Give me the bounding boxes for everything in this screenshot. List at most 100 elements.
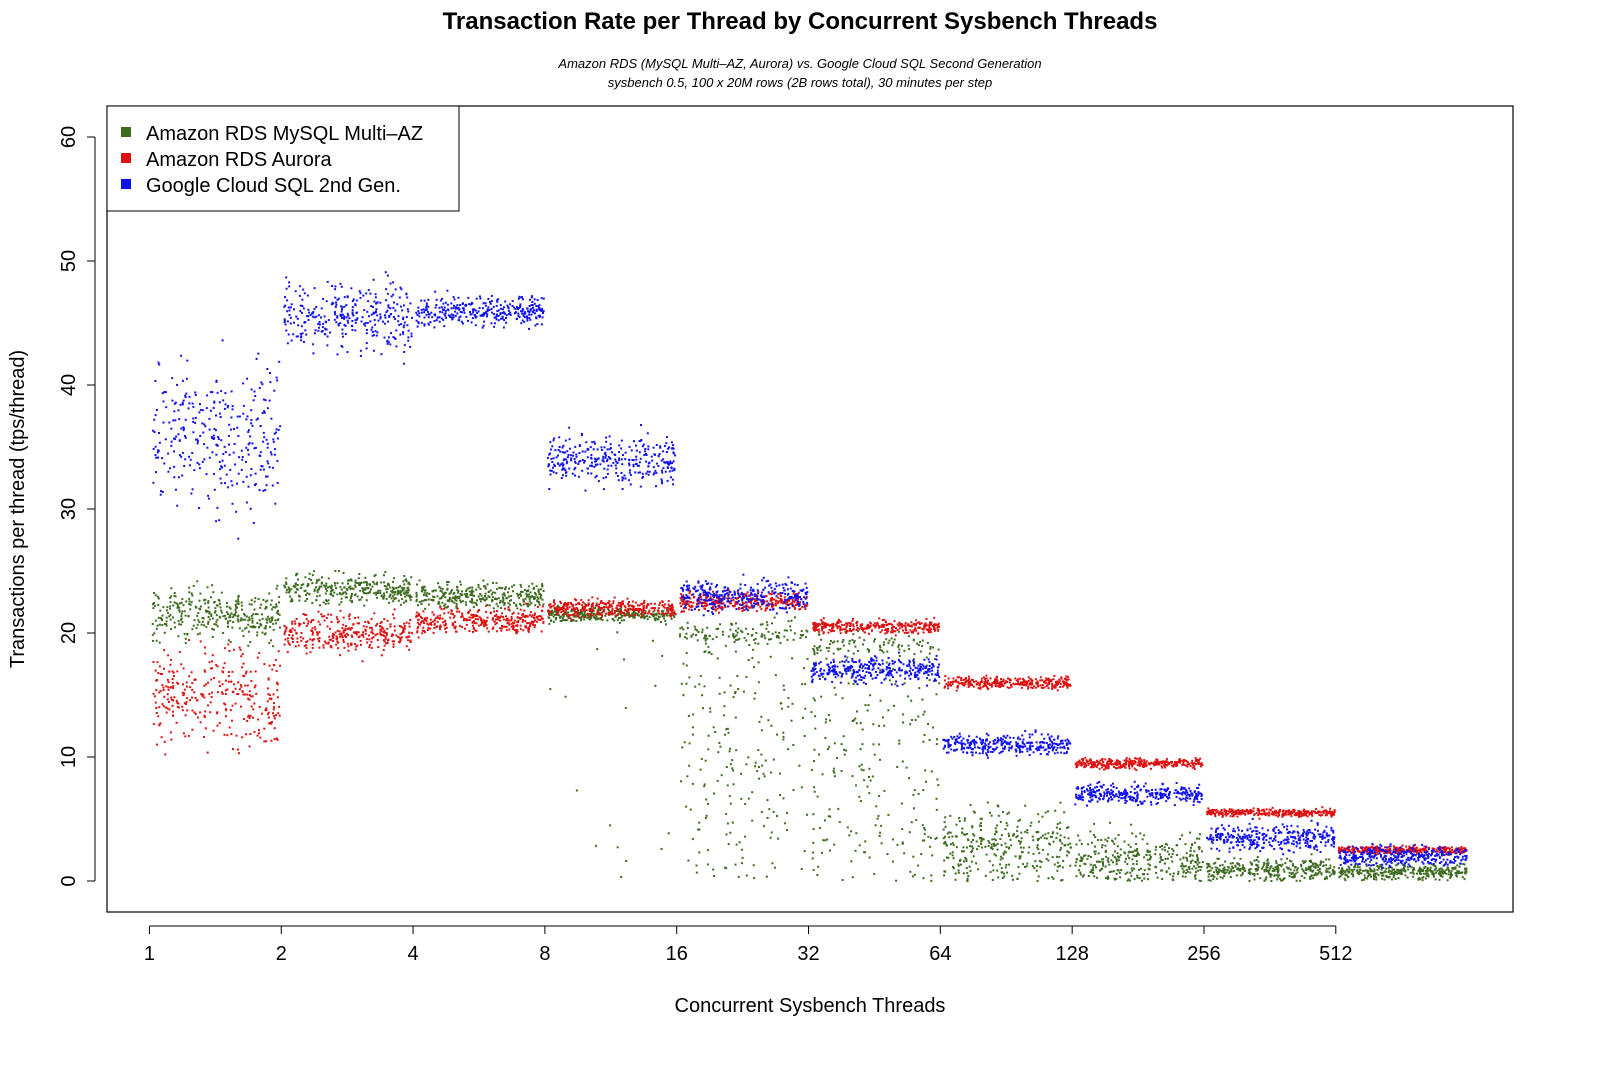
data-point	[188, 639, 190, 642]
data-point	[753, 877, 756, 880]
data-point	[955, 823, 958, 826]
data-point	[500, 629, 503, 632]
data-point	[190, 671, 193, 674]
data-point	[207, 601, 210, 604]
data-point	[1443, 872, 1446, 874]
data-point	[589, 614, 592, 616]
data-point	[566, 604, 568, 607]
data-point	[347, 634, 349, 637]
data-point	[388, 595, 391, 598]
data-point	[376, 639, 379, 641]
data-point	[216, 691, 219, 694]
data-point	[980, 825, 983, 827]
data-point	[393, 617, 396, 620]
data-point	[794, 607, 796, 610]
data-point	[336, 636, 339, 639]
data-point	[1171, 848, 1174, 851]
data-point	[992, 869, 995, 872]
data-point	[159, 689, 162, 692]
data-point	[1006, 871, 1009, 874]
data-point	[698, 821, 701, 824]
data-point	[1429, 866, 1432, 869]
data-point	[1266, 858, 1269, 861]
data-point	[161, 624, 164, 627]
data-point	[713, 608, 716, 611]
data-point	[1271, 870, 1274, 872]
data-point	[311, 627, 314, 630]
data-point	[1286, 857, 1288, 860]
data-point	[156, 661, 159, 664]
data-point	[429, 618, 432, 621]
data-point	[354, 584, 357, 587]
data-point	[589, 612, 592, 615]
data-point	[339, 633, 342, 636]
data-point	[184, 637, 187, 640]
data-point	[188, 597, 191, 600]
data-point	[964, 856, 967, 859]
data-point	[667, 606, 670, 609]
data-point	[549, 606, 552, 609]
data-point	[1110, 859, 1113, 862]
data-point	[732, 605, 735, 608]
data-point	[259, 622, 262, 625]
data-point	[1235, 874, 1238, 877]
data-point	[1127, 878, 1130, 881]
data-point	[570, 620, 572, 623]
data-point	[367, 620, 370, 623]
data-point	[238, 688, 241, 691]
data-point	[1019, 842, 1022, 845]
data-point	[1143, 856, 1146, 859]
data-point	[531, 582, 534, 585]
data-point	[640, 616, 643, 619]
data-point	[1188, 868, 1191, 870]
data-point	[233, 648, 235, 651]
data-point	[963, 819, 966, 822]
data-point	[1163, 862, 1166, 865]
data-point	[842, 639, 845, 641]
data-point	[1348, 868, 1351, 871]
data-point	[913, 658, 915, 661]
data-point	[1448, 870, 1451, 873]
data-point	[717, 627, 720, 630]
data-point	[227, 675, 230, 678]
data-point	[860, 626, 863, 629]
data-point	[606, 619, 609, 622]
data-point	[364, 576, 367, 579]
data-point	[1002, 852, 1005, 855]
data-point	[166, 698, 169, 701]
data-point	[552, 615, 555, 618]
data-point	[894, 634, 897, 637]
data-point	[1263, 879, 1266, 882]
data-point	[884, 632, 887, 635]
data-point	[169, 605, 172, 608]
data-point	[1198, 846, 1201, 849]
data-point	[1460, 872, 1463, 874]
data-point	[561, 606, 564, 609]
data-point	[1296, 868, 1299, 871]
data-point	[1081, 857, 1084, 860]
data-point	[241, 629, 244, 632]
data-point	[1000, 834, 1003, 837]
data-point	[725, 728, 728, 731]
data-point	[165, 711, 168, 714]
data-point	[803, 735, 806, 737]
data-point	[350, 644, 353, 647]
data-point	[769, 836, 772, 839]
data-point	[207, 606, 210, 609]
data-point	[335, 643, 338, 646]
data-point	[690, 635, 693, 638]
data-point	[172, 699, 175, 702]
data-point	[593, 607, 596, 609]
data-point	[662, 605, 665, 608]
data-point	[260, 712, 263, 715]
data-point	[623, 613, 626, 616]
data-point	[152, 603, 154, 606]
data-point	[350, 578, 352, 581]
data-point	[237, 614, 240, 617]
data-point	[669, 612, 672, 615]
data-point	[312, 631, 315, 634]
data-point	[210, 696, 213, 698]
data-point	[1067, 843, 1070, 846]
data-point	[505, 618, 508, 620]
data-point	[198, 599, 201, 602]
